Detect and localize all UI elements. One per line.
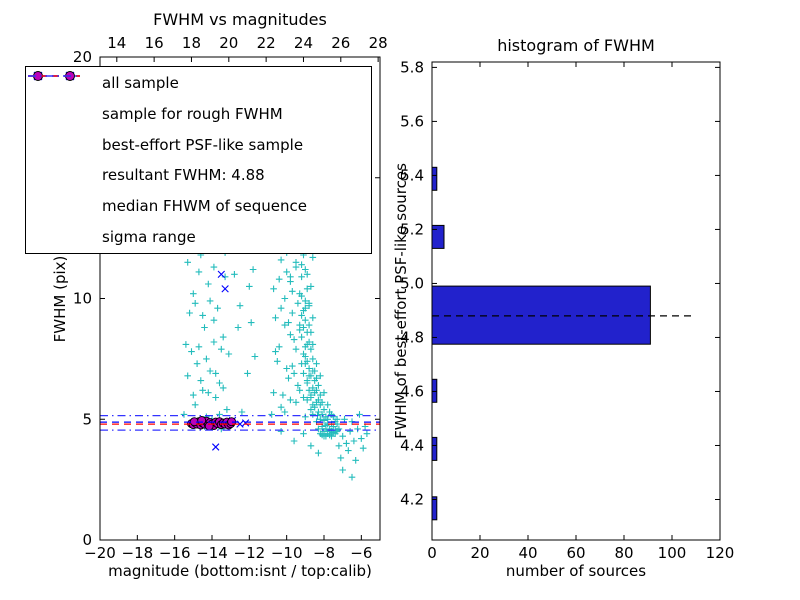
svg-text:28: 28 [369,34,388,52]
svg-text:−12: −12 [234,544,266,562]
svg-text:18: 18 [182,34,201,52]
legend-marker-x-icon [33,71,92,123]
legend-item: resultant FWHM: 4.88 [28,75,361,185]
right-yaxis-label: FWHM of best-effort PSF-like sources [392,163,410,439]
left-yaxis-label: FWHM (pix) [51,255,69,343]
svg-text:20: 20 [219,34,238,52]
svg-text:0: 0 [427,544,437,562]
right-plot-ticks: 0 20 40 60 80 100 120 4.2 4.4 4.6 4.8 5.0 5.2 5.4 5.6 5… [400,58,734,562]
svg-text:26: 26 [331,34,350,52]
left-plot-title: FWHM vs magnitudes [153,10,327,29]
scatter-series-plus [180,217,371,481]
hist-bar [431,224,445,249]
legend-label: resultant FWHM: 4.88 [102,166,265,185]
legend-label: median FHWM of sequence [102,197,307,216]
svg-text:0: 0 [82,531,92,549]
svg-text:22: 22 [257,34,276,52]
svg-text:4.4: 4.4 [400,436,424,454]
legend-item: sample for rough FWHM [33,71,361,123]
svg-text:24: 24 [294,34,313,52]
svg-text:5.0: 5.0 [400,274,424,292]
svg-text:16: 16 [145,34,164,52]
svg-text:−10: −10 [271,544,303,562]
right-plot-title: histogram of FWHM [497,36,655,55]
hist-bar [431,166,438,191]
svg-text:−18: −18 [122,544,154,562]
svg-text:5.4: 5.4 [400,166,424,184]
svg-text:14: 14 [107,34,126,52]
legend-marker-dashed-icon [28,75,92,215]
svg-text:5.8: 5.8 [400,58,424,76]
legend-label: best-effort PSF-like sample [102,135,304,154]
legend-label: all sample [102,74,179,92]
right-xaxis-label: number of sources [505,562,647,580]
legend-marker-dashed-icon [28,75,92,184]
scatter-series-circle [187,416,237,431]
svg-text:−8: −8 [313,544,335,562]
legend-item: sigma range [28,75,361,246]
svg-text:10: 10 [73,290,92,308]
svg-text:−20: −20 [84,544,116,562]
svg-text:4.8: 4.8 [400,328,424,346]
svg-text:120: 120 [706,544,735,562]
svg-text:5.2: 5.2 [400,220,424,238]
svg-text:100: 100 [658,544,687,562]
svg-text:−14: −14 [196,544,228,562]
legend: all sample sample for rough FWHM best-effo… [25,66,372,254]
legend-label: sigma range [102,227,196,246]
svg-text:4.6: 4.6 [400,382,424,400]
svg-text:20: 20 [73,48,92,66]
histogram-bars [431,166,651,521]
left-xaxis-label: magnitude (bottom:isnt / top:calib) [108,562,372,580]
legend-item: best-effort PSF-like sample [33,71,361,154]
hist-bar [431,496,438,521]
svg-text:80: 80 [614,544,633,562]
svg-text:20: 20 [470,544,489,562]
hist-bar [431,285,651,345]
legend-marker-circle-icon [33,71,92,154]
svg-text:5.6: 5.6 [400,112,424,130]
svg-text:−6: −6 [350,544,372,562]
legend-label: sample for rough FWHM [102,104,283,123]
legend-item: median FHWM of sequence [28,75,361,216]
hist-bar [431,436,438,461]
svg-text:5: 5 [82,410,92,428]
legend-item: all sample [34,72,361,92]
svg-text:4.2: 4.2 [400,490,424,508]
svg-text:60: 60 [566,544,585,562]
hist-bar [431,378,438,403]
svg-text:40: 40 [518,544,537,562]
legend-marker-dashdot-icon [28,75,92,246]
svg-text:−16: −16 [159,544,191,562]
